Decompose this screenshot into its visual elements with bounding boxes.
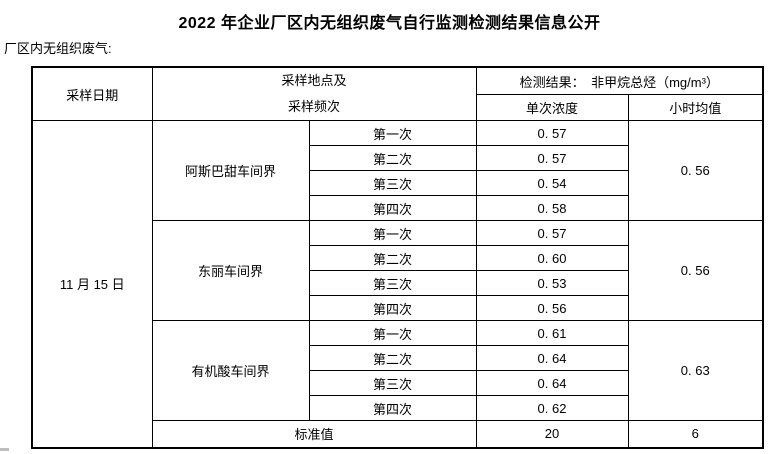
location-cell-dongli: 东丽车间界 bbox=[151, 220, 310, 321]
frequency-cell: 第三次 bbox=[308, 170, 477, 196]
page-title: 2022 年企业厂区内无组织废气自行监测检测结果信息公开 bbox=[178, 15, 601, 32]
corner-smudge bbox=[0, 448, 9, 451]
value-cell: 0. 60 bbox=[475, 245, 629, 271]
standard-single-concentration-cell: 20 bbox=[475, 420, 629, 448]
frequency-cell: 第二次 bbox=[308, 245, 477, 271]
location-cell-organic-acid: 有机酸车间界 bbox=[151, 320, 310, 421]
standard-hourly-average-cell: 6 bbox=[627, 420, 764, 448]
sampling-date-cell: 11 月 15 日 bbox=[31, 120, 153, 448]
header-sampling-location-line2: 采样频次 bbox=[288, 99, 341, 114]
frequency-cell: 第四次 bbox=[308, 195, 477, 221]
hourly-average-cell: 0. 56 bbox=[627, 220, 764, 321]
frequency-cell: 第二次 bbox=[308, 145, 477, 171]
frequency-cell: 第三次 bbox=[308, 370, 477, 396]
section-label: 厂区内无组织废气: bbox=[4, 41, 112, 56]
frequency-cell: 第二次 bbox=[308, 345, 477, 371]
header-hourly-average: 小时均值 bbox=[627, 94, 764, 121]
monitoring-table: 采样日期 采样地点及 采样频次 检测结果： 非甲烷总烃（mg/m³） 单次浓度 … bbox=[31, 66, 765, 449]
value-cell: 0. 64 bbox=[475, 370, 629, 396]
standard-label-cell: 标准值 bbox=[151, 420, 477, 448]
frequency-cell: 第一次 bbox=[308, 320, 477, 346]
value-cell: 0. 54 bbox=[475, 170, 629, 196]
value-cell: 0. 64 bbox=[475, 345, 629, 371]
hourly-average-cell: 0. 63 bbox=[627, 320, 764, 421]
frequency-cell: 第三次 bbox=[308, 270, 477, 296]
header-sampling-date: 采样日期 bbox=[31, 66, 153, 121]
frequency-cell: 第四次 bbox=[308, 295, 477, 321]
frequency-cell: 第四次 bbox=[308, 395, 477, 421]
value-cell: 0. 58 bbox=[475, 195, 629, 221]
header-single-concentration: 单次浓度 bbox=[475, 94, 629, 121]
value-cell: 0. 62 bbox=[475, 395, 629, 421]
value-cell: 0. 56 bbox=[475, 295, 629, 321]
frequency-cell: 第一次 bbox=[308, 220, 477, 246]
value-cell: 0. 57 bbox=[475, 120, 629, 146]
value-cell: 0. 57 bbox=[475, 145, 629, 171]
value-cell: 0. 61 bbox=[475, 320, 629, 346]
header-result-title: 检测结果： 非甲烷总烃（mg/m³） bbox=[475, 66, 764, 96]
header-sampling-location: 采样地点及 采样频次 bbox=[151, 66, 477, 121]
header-sampling-location-line1: 采样地点及 bbox=[281, 73, 347, 88]
value-cell: 0. 53 bbox=[475, 270, 629, 296]
location-cell-aspartame: 阿斯巴甜车间界 bbox=[151, 120, 310, 221]
hourly-average-cell: 0. 56 bbox=[627, 120, 764, 221]
value-cell: 0. 57 bbox=[475, 220, 629, 246]
frequency-cell: 第一次 bbox=[308, 120, 477, 146]
